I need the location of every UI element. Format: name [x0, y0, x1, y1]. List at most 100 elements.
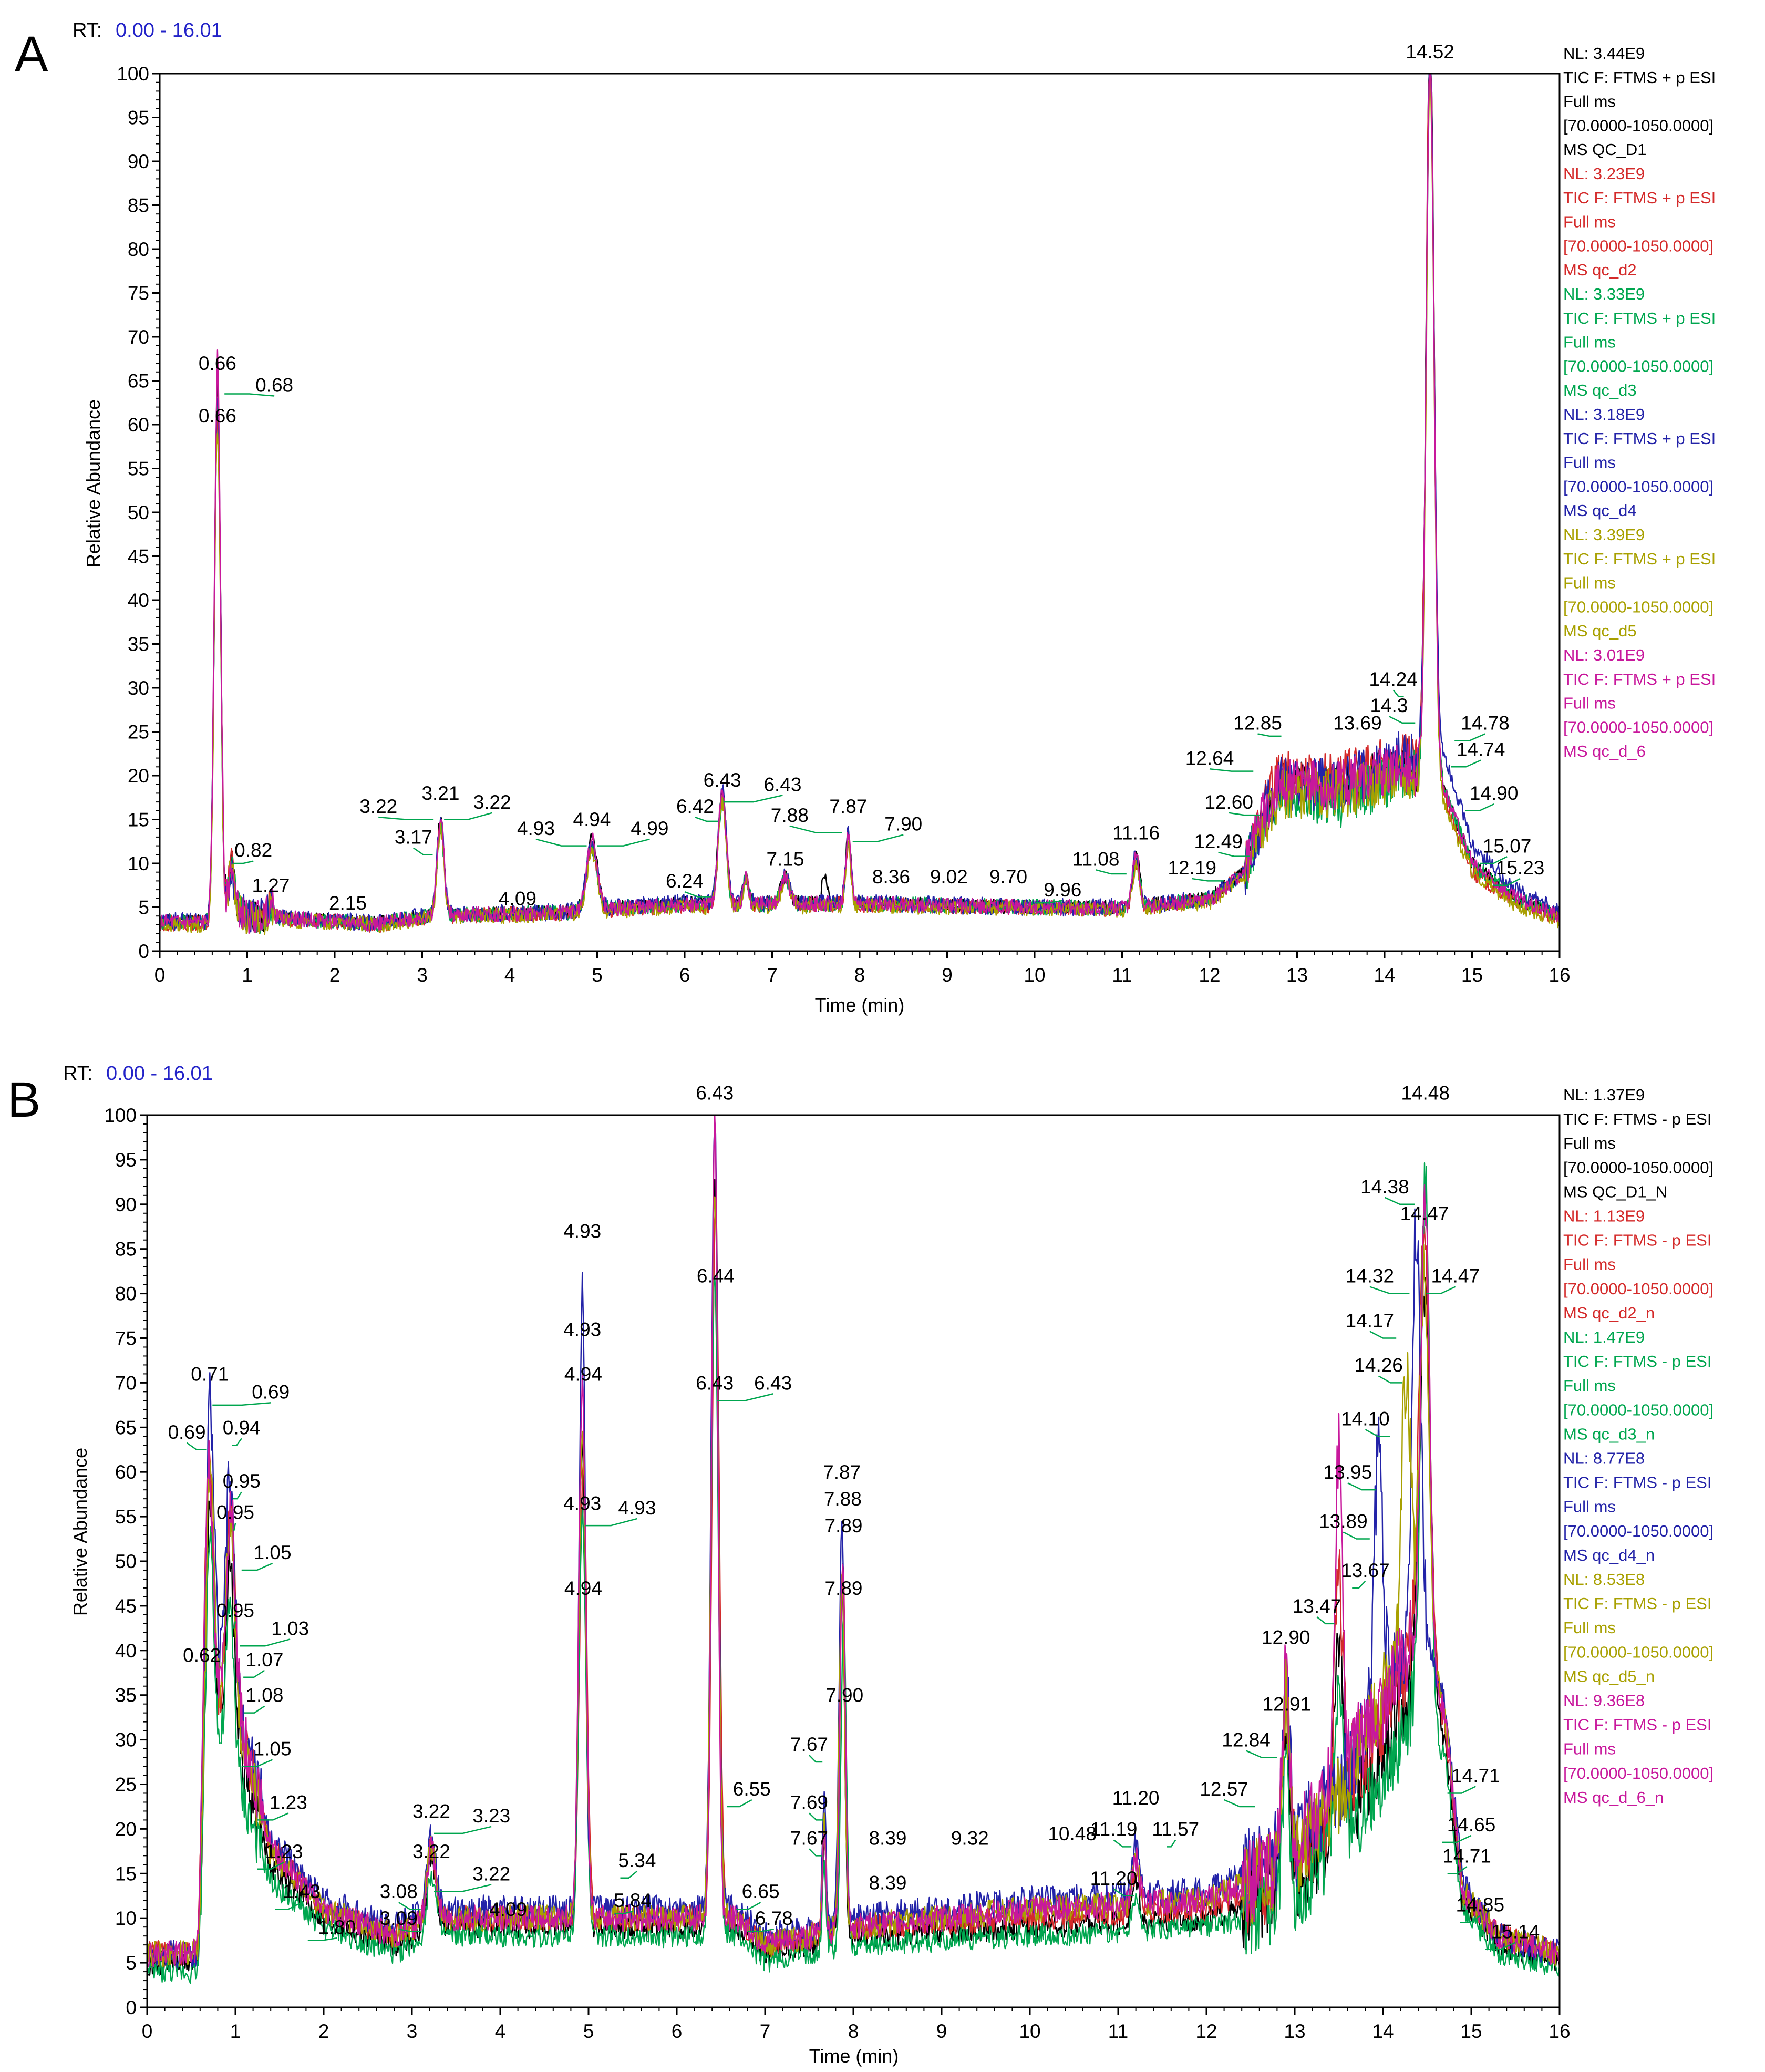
panel-a-peak-label: 14.74	[1457, 739, 1505, 760]
panel-b-peak-label: 13.89	[1319, 1511, 1368, 1532]
panel-b-peak-label: 13.67	[1341, 1560, 1390, 1581]
panel-b-peak-leader	[1167, 1839, 1176, 1848]
panel-a-peak-label: 6.43	[704, 769, 741, 791]
panel-b-peak-leader	[1352, 1581, 1366, 1589]
panel-b-legend-entry-1-line: Full ms	[1563, 1134, 1616, 1152]
panel-b-y-tick-label: 70	[115, 1372, 137, 1394]
panel-b-legend: NL: 1.37E9 TIC F: FTMS - p ESI Full ms [70.…	[1563, 1086, 1714, 1807]
panel-b-peak-leader	[232, 1438, 242, 1446]
panel-a-peak-label: 7.88	[771, 805, 809, 826]
panel-b-x-tick-label: 11	[1108, 2021, 1128, 2042]
panel-b-peak-label: 14.10	[1341, 1408, 1390, 1429]
panel-b-peak-label: 1.03	[271, 1617, 309, 1639]
panel-b-legend-entry-6-line: [70.0000-1050.0000]	[1563, 1764, 1714, 1782]
panel-b-peak-label: 3.22	[412, 1841, 450, 1862]
panel-a-peak-leader	[695, 816, 718, 822]
panel-b-x-tick-label: 3	[407, 2021, 418, 2042]
panel-a-peak-label: 9.96	[1044, 879, 1081, 901]
panel-b-legend-entry-4-line: MS qc_d4_n	[1563, 1546, 1655, 1564]
panel-a-y-tick-label: 10	[128, 853, 149, 874]
panel-b-peak-label: 14.71	[1451, 1765, 1500, 1787]
panel-b-peak-label: 11.20	[1090, 1868, 1138, 1889]
panel-a-legend-entry-3-line: TIC F: FTMS + p ESI	[1563, 309, 1716, 327]
panel-b-x-tick-label: 1	[230, 2021, 241, 2042]
panel-a-x-tick-label: 4	[504, 964, 515, 986]
panel-b-y-tick-label: 0	[126, 1997, 137, 2018]
panel-b-y-tick-label: 20	[115, 1818, 137, 1840]
panel-b-y-tick-label: 100	[104, 1105, 137, 1126]
panel-a-legend-entry-4-line: [70.0000-1050.0000]	[1563, 477, 1714, 496]
panel-a-y-tick-label: 30	[128, 677, 149, 699]
panel-b-peak-label: 3.22	[472, 1863, 510, 1884]
panel-b-peak-label: 1.23	[270, 1791, 307, 1813]
panel-b-peak-label: 7.89	[825, 1515, 863, 1537]
panel-b-legend-entry-3-line: Full ms	[1563, 1376, 1616, 1395]
panel-a-peak-leader	[224, 393, 275, 397]
panel-b-peak-leader	[736, 1902, 761, 1910]
panel-a-peak-label: 12.64	[1185, 747, 1234, 769]
panel-b-peak-leader	[1113, 1888, 1134, 1896]
panel-b-peak-leader	[717, 1393, 773, 1401]
panel-b-legend-entry-4-line: NL: 8.77E8	[1563, 1449, 1645, 1468]
panel-b-peak-label: 14.47	[1400, 1203, 1449, 1224]
panel-a-x-tick-label: 13	[1286, 964, 1308, 986]
panel-b-peak-label: 0.71	[191, 1363, 229, 1385]
panel-a-peak-leader	[1451, 759, 1481, 768]
panel-a-y-tick-label: 15	[128, 809, 149, 831]
panel-a-peak-label: 6.24	[666, 870, 704, 892]
panel-a-peak-label: 0.66	[199, 405, 236, 427]
panel-b-legend-entry-3-line: [70.0000-1050.0000]	[1563, 1400, 1714, 1419]
panel-b-y-tick-label: 85	[115, 1239, 137, 1260]
panel-b-peak-leader	[232, 1491, 242, 1500]
panel-a-x-tick-label: 15	[1461, 964, 1483, 986]
panel-b-trace-3	[146, 1162, 1561, 1984]
panel-b-peak-leader	[241, 1759, 273, 1767]
panel-b-peak-leader	[1378, 1375, 1402, 1384]
panel-b-legend-entry-5-line: Full ms	[1563, 1619, 1616, 1637]
panel-b-peak-label: 3.09	[380, 1908, 418, 1929]
panel-a-peak-label: 4.99	[631, 818, 668, 839]
panel-b: B RT: 0.00 - 16.01 Relative Abundance Ti…	[7, 1063, 1714, 2067]
panel-a-legend-entry-1-line: [70.0000-1050.0000]	[1563, 116, 1714, 135]
panel-b-x-tick-label: 5	[583, 2021, 594, 2042]
panel-b-legend-entry-4-line: TIC F: FTMS - p ESI	[1563, 1473, 1711, 1492]
panel-a-legend: NL: 3.44E9 TIC F: FTMS + p ESI Full ms [70.…	[1563, 44, 1716, 760]
panel-a-peak-label: 15.07	[1483, 835, 1532, 857]
panel-a-peak-label: 14.24	[1369, 668, 1418, 690]
panel-a-peak-leader	[1192, 878, 1224, 882]
panel-b-peak-label: 1.23	[265, 1841, 303, 1862]
panel-b-peak-leader	[212, 1402, 271, 1406]
panel-a-legend-entry-5-line: Full ms	[1563, 574, 1616, 592]
panel-a-y-tick-label: 25	[128, 721, 149, 743]
panel-a-x-tick-label: 12	[1199, 964, 1220, 986]
panel-a-peak-label: 13.69	[1333, 713, 1382, 734]
panel-a-peak-label: 12.19	[1168, 857, 1216, 879]
panel-b-peak-leader	[1384, 1197, 1415, 1205]
panel-a-peak-label: 9.70	[989, 866, 1027, 888]
panel-b-peak-label: 14.38	[1360, 1176, 1409, 1198]
panel-b-peak-leader	[1343, 1531, 1370, 1540]
panel-a-peak-leader	[378, 816, 434, 820]
panel-b-y-tick-label: 60	[115, 1461, 137, 1483]
panel-b-peak-leader	[398, 1902, 421, 1910]
panel-a-peak-leader	[535, 838, 587, 847]
panel-a-x-axis-title: Time (min)	[815, 994, 905, 1016]
panel-b-rt-range: 0.00 - 16.01	[106, 1063, 213, 1085]
panel-b-peak-label: 6.55	[733, 1778, 771, 1800]
panel-a-legend-entry-5-line: MS qc_d5	[1563, 622, 1637, 640]
panel-a-peak-leader	[789, 825, 842, 833]
panel-b-y-tick-label: 95	[115, 1149, 137, 1171]
panel-a-x-tick-label: 9	[942, 964, 953, 986]
panel-b-peak-leader	[244, 1705, 265, 1714]
panel-a-x-tick-label: 6	[679, 964, 690, 986]
panel-a-peak-leader	[1392, 689, 1404, 697]
panel-b-peak-leader	[809, 1755, 823, 1763]
panel-b-peak-label: 5.84	[614, 1890, 652, 1911]
panel-a-y-tick-label: 65	[128, 370, 149, 392]
panel-a-peak-label: 12.60	[1204, 791, 1253, 813]
panel-a-legend-entry-6-line: NL: 3.01E9	[1563, 646, 1645, 664]
panel-b-legend-entry-6-line: TIC F: FTMS - p ESI	[1563, 1716, 1711, 1734]
panel-a-legend-entry-4-line: Full ms	[1563, 453, 1616, 472]
